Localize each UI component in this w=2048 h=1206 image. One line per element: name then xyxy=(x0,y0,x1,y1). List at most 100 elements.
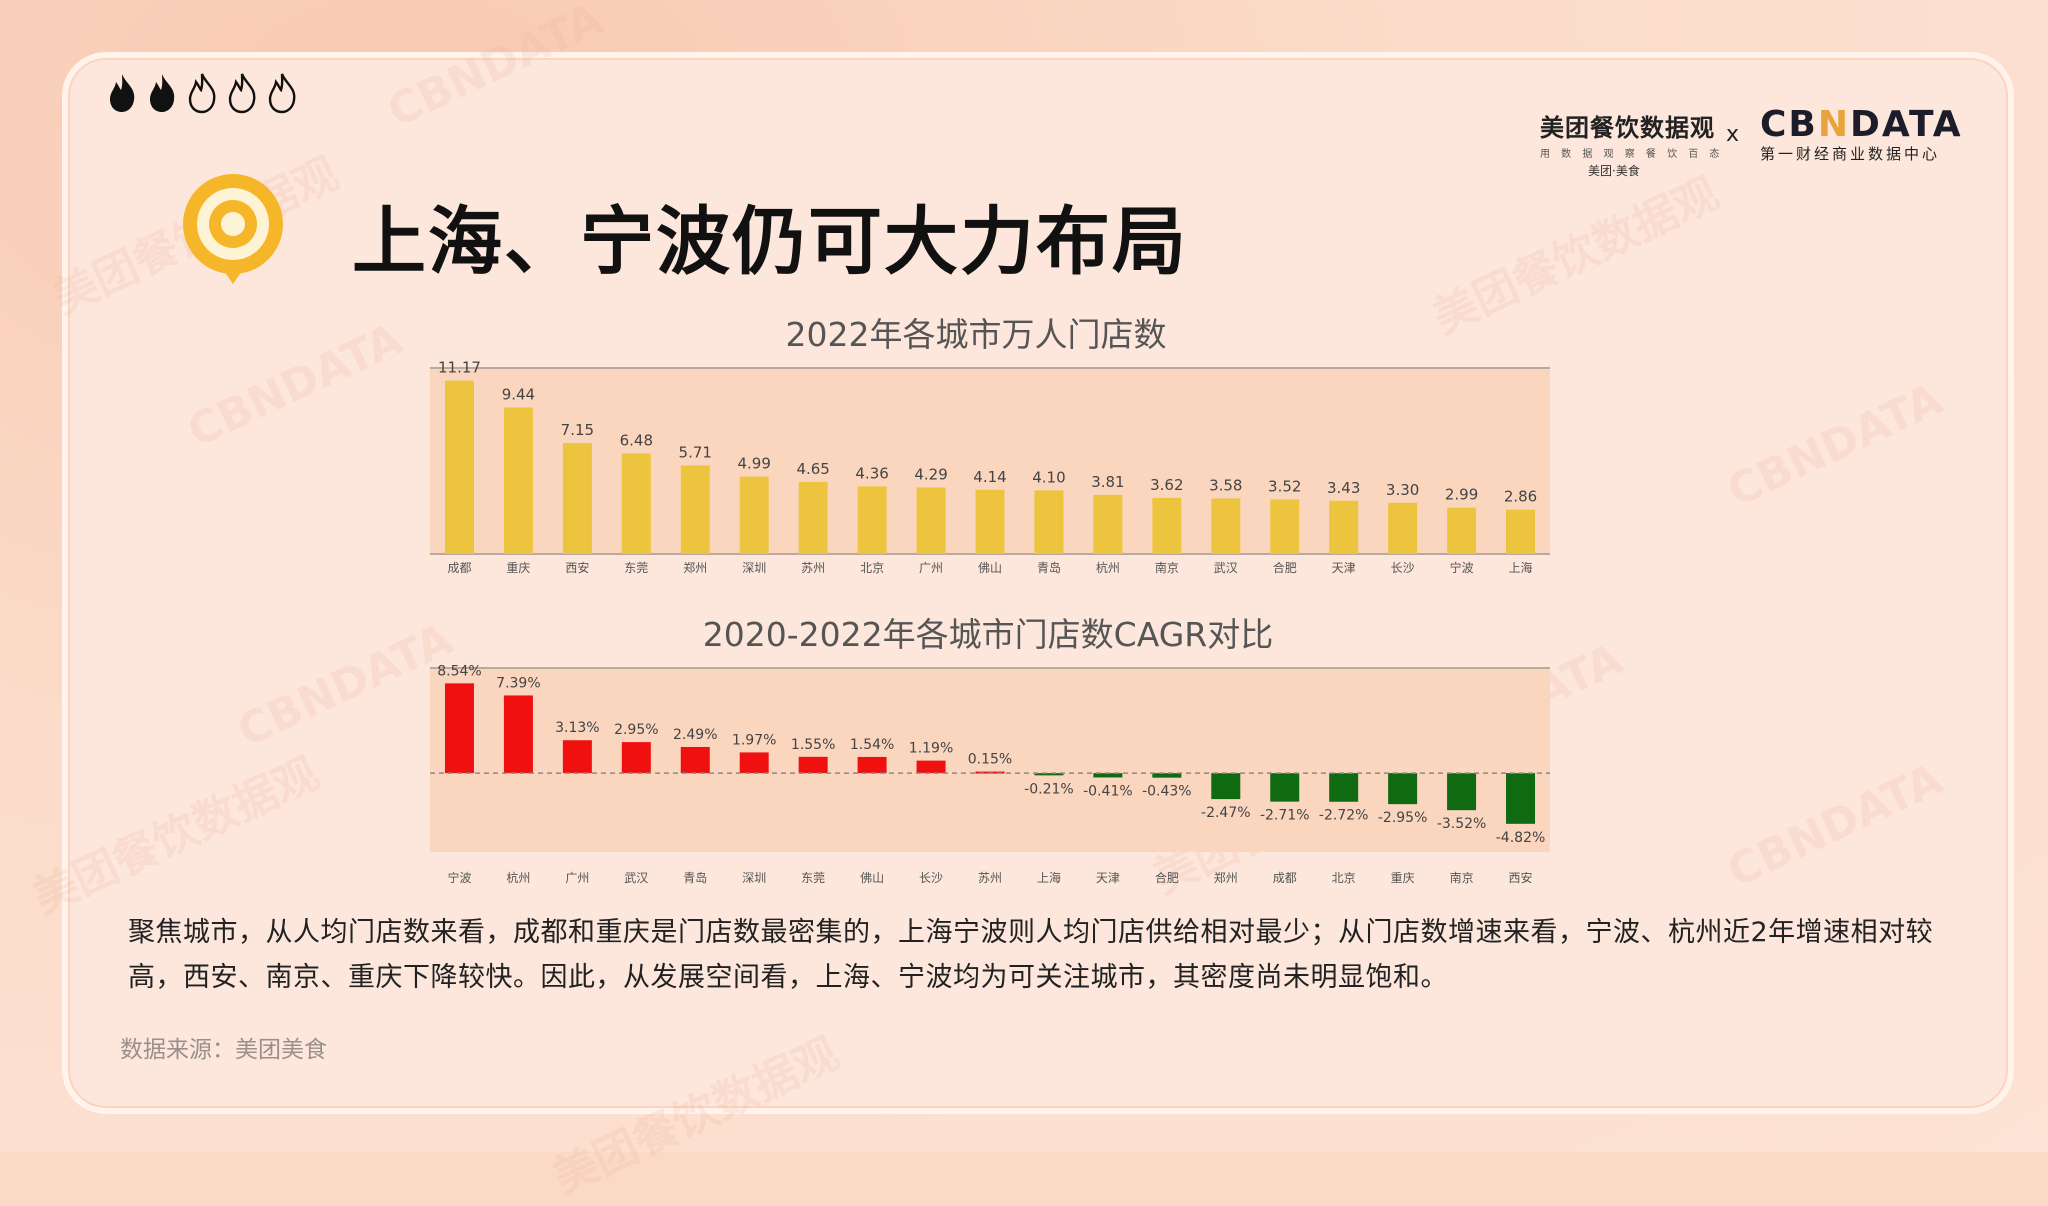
summary-paragraph: 聚焦城市，从人均门店数来看，成都和重庆是门店数最密集的，上海宁波则人均门店供给相… xyxy=(128,917,1934,993)
chart-1-category-label: 天津 xyxy=(1332,561,1356,575)
chart-1-data-label: 6.48 xyxy=(620,431,653,449)
chart-2-data-label: -2.71% xyxy=(1260,808,1310,824)
chart-1-title: 2022年各城市万人门店数 xyxy=(785,315,1167,354)
chart-2-bar xyxy=(1506,773,1536,824)
chart-2-bar xyxy=(503,695,533,774)
chart-2-category-label: 天津 xyxy=(1096,871,1120,885)
chart-2-data-label: 2.49% xyxy=(673,727,717,743)
chart-2-data-label: -0.43% xyxy=(1142,784,1192,800)
chart-2-data-label: -2.72% xyxy=(1319,808,1369,824)
chart-1-bar xyxy=(680,465,710,554)
flame-outline-icon xyxy=(188,73,216,114)
chart-2-category-label: 苏州 xyxy=(978,871,1002,885)
chart-1-bar xyxy=(739,476,769,554)
chart-1-data-label: 4.36 xyxy=(855,464,888,482)
chart-1-category-label: 成都 xyxy=(447,561,471,575)
chart-2-category-label: 南京 xyxy=(1450,870,1474,885)
chart-2-category-label: 杭州 xyxy=(506,870,530,885)
chart-1-bar xyxy=(1211,498,1241,554)
chart-2-category-label: 武汉 xyxy=(624,871,648,885)
chart-2-data-label: 7.39% xyxy=(496,675,540,691)
chart-1-data-label: 4.65 xyxy=(796,460,829,478)
meituan-logo: 美团餐饮数据观 用 数 据 观 察 餐 饮 百 态 美团·美食 xyxy=(1540,108,1723,179)
flame-filled-icon xyxy=(150,74,175,112)
chart-2-category-label: 郑州 xyxy=(1214,870,1238,885)
chart-1-bar xyxy=(1388,502,1418,554)
chart-2-data-label: -4.82% xyxy=(1496,830,1546,846)
chart-1-category-label: 西安 xyxy=(565,560,589,575)
meituan-logo-tag: 美团·美食 xyxy=(1588,164,1640,178)
chart-1-bar xyxy=(503,407,533,554)
chart-1-data-label: 3.43 xyxy=(1327,479,1360,497)
chart-2-category-label: 青岛 xyxy=(683,870,707,885)
chart-2-category-label: 西安 xyxy=(1509,870,1533,885)
chart-2-data-label: -0.21% xyxy=(1024,781,1074,797)
chart-2-bar xyxy=(1152,773,1182,778)
chart-2-plot-area xyxy=(430,668,1550,852)
chart-1-bar xyxy=(1329,500,1359,554)
chart-1-bar xyxy=(857,486,887,554)
chart-2-data-label: 1.97% xyxy=(732,732,776,748)
chart-1-data-label: 5.71 xyxy=(679,443,712,461)
flame-filled-icon xyxy=(110,74,135,112)
chart-2-category-label: 合肥 xyxy=(1155,870,1179,885)
cbndata-logo-subtitle: 第一财经商业数据中心 xyxy=(1760,145,1941,163)
chart-1-data-label: 3.58 xyxy=(1209,476,1242,494)
chart-1-category-label: 长沙 xyxy=(1391,561,1415,575)
chart-2-category-label: 长沙 xyxy=(919,871,943,885)
cbndata-logo-data: DATA xyxy=(1850,104,1963,145)
charts-canvas: 11.17 成都 9.44 重庆 7.15 西安 6.48 东莞 5.71 郑州 4.99 深圳 4.6… xyxy=(430,359,1550,885)
chart-1-bar xyxy=(1152,497,1182,554)
heat-rating xyxy=(104,72,300,114)
chart-1-bar xyxy=(1093,494,1123,554)
chart-2-bar xyxy=(621,742,651,774)
chart-2-title: 2020-2022年各城市门店数CAGR对比 xyxy=(702,615,1274,654)
target-icon xyxy=(183,174,283,284)
chart-1-bar xyxy=(916,487,946,554)
cbndata-logo: CBNDATA 第一财经商业数据中心 xyxy=(1760,104,1963,164)
chart-1-category-label: 东莞 xyxy=(624,561,648,575)
chart-2-category-label: 深圳 xyxy=(742,871,766,885)
cbndata-logo-n: N xyxy=(1817,104,1850,145)
chart-1-data-label: 2.99 xyxy=(1445,486,1478,504)
chart-1-bar xyxy=(1034,490,1064,554)
chart-2-data-label: 0.15% xyxy=(968,752,1012,768)
chart-1-category-label: 佛山 xyxy=(978,561,1002,575)
page-title: 上海、宁波仍可大力布局 xyxy=(352,199,1188,285)
chart-2-category-label: 佛山 xyxy=(860,871,884,885)
chart-1-data-label: 3.52 xyxy=(1268,477,1301,495)
chart-2-data-label: 1.19% xyxy=(909,741,953,757)
chart-1-bar xyxy=(798,481,828,554)
chart-1-bar xyxy=(621,453,651,554)
chart-1-category-label: 上海 xyxy=(1509,560,1533,575)
chart-2-data-label: 8.54% xyxy=(437,663,481,679)
chart-2-bar xyxy=(1034,773,1064,776)
chart-2-category-label: 北京 xyxy=(1332,871,1356,885)
chart-2-data-label: 1.54% xyxy=(850,737,894,753)
chart-2-bar xyxy=(1093,773,1123,778)
chart-2-bar xyxy=(857,756,887,774)
chart-1-data-label: 11.17 xyxy=(438,359,481,377)
chart-1-category-label: 重庆 xyxy=(506,561,530,575)
chart-1-category-label: 北京 xyxy=(860,561,884,575)
chart-2-bar xyxy=(1329,773,1359,802)
data-source: 数据来源：美团美食 xyxy=(120,1037,327,1063)
chart-2-bar xyxy=(680,746,710,774)
chart-1-bar xyxy=(444,380,474,554)
chart-1-category-label: 青岛 xyxy=(1037,560,1061,575)
brand-cross: x xyxy=(1726,122,1740,147)
slide-card xyxy=(62,52,2014,1114)
chart-1-data-label: 3.30 xyxy=(1386,481,1419,499)
chart-1-category-label: 武汉 xyxy=(1214,561,1238,575)
chart-1-data-label: 3.81 xyxy=(1091,473,1124,491)
chart-1-bar xyxy=(562,443,592,554)
chart-2-category-label: 东莞 xyxy=(801,871,825,885)
flame-outline-icon xyxy=(228,73,256,114)
chart-2-category-label: 宁波 xyxy=(447,870,471,885)
chart-1-category-label: 广州 xyxy=(919,561,943,575)
chart-1-category-label: 宁波 xyxy=(1450,560,1474,575)
chart-1-data-label: 7.15 xyxy=(561,421,594,439)
chart-1-category-label: 合肥 xyxy=(1273,560,1297,575)
chart-2-bar xyxy=(739,752,769,774)
chart-1-category-label: 苏州 xyxy=(801,561,825,575)
